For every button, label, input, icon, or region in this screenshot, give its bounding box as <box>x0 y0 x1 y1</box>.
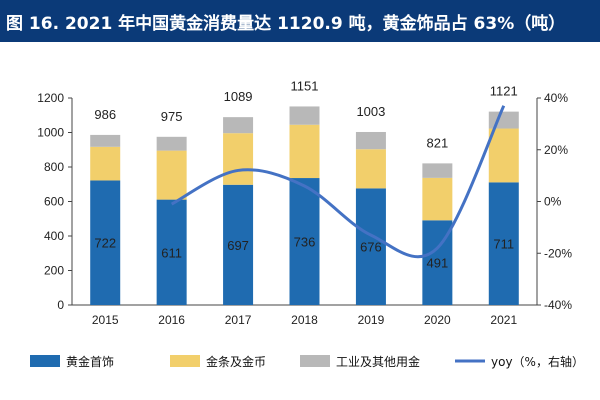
bar-segment <box>289 124 320 179</box>
y2-tick-label: 20% <box>544 143 568 157</box>
bar-segment <box>355 131 386 150</box>
bar-value-label: 711 <box>493 237 514 252</box>
yoy-line <box>170 105 506 259</box>
bar-segment <box>355 188 386 305</box>
legend-label: yoy（%，右轴） <box>491 354 584 369</box>
x-tick-label: 2017 <box>225 313 252 327</box>
bar-segment <box>156 199 187 305</box>
y2-tick-label: 40% <box>544 91 568 105</box>
bar-segment <box>422 177 453 221</box>
bar-total-label: 1121 <box>490 84 518 99</box>
y-tick-label: 600 <box>44 195 64 209</box>
bar-value-label: 722 <box>94 236 116 251</box>
bar-segment <box>90 180 121 305</box>
bar-value-label: 611 <box>161 245 182 260</box>
legend-swatch <box>30 355 60 367</box>
chart-title: 图 16. 2021 年中国黄金消费量达 1120.9 吨，黄金饰品占 63%（… <box>0 0 600 42</box>
bar-segment <box>422 163 453 178</box>
y-tick-label: 1000 <box>37 126 64 140</box>
bar-segment <box>488 128 519 183</box>
bar-total-label: 986 <box>94 107 116 122</box>
x-tick-label: 2020 <box>424 313 451 327</box>
bar-value-label: 697 <box>227 238 249 253</box>
y2-tick-label: 0% <box>544 195 562 209</box>
legend-swatch <box>170 355 200 367</box>
y-tick-label: 0 <box>57 298 64 312</box>
x-tick-label: 2019 <box>358 313 385 327</box>
bar-segment <box>223 184 254 305</box>
y2-tick-label: -20% <box>544 246 572 260</box>
bar-segment <box>90 134 121 147</box>
x-tick-label: 2016 <box>158 313 185 327</box>
legend-label: 工业及其他用金 <box>336 354 420 369</box>
bar-segment <box>488 111 519 129</box>
bar-segment <box>223 117 254 134</box>
y2-tick-label: -40% <box>544 298 572 312</box>
bar-segment <box>289 106 320 125</box>
bar-total-label: 975 <box>161 109 183 124</box>
bar-segment <box>156 136 187 151</box>
x-tick-label: 2021 <box>490 313 517 327</box>
y-tick-label: 400 <box>44 229 64 243</box>
y-tick-label: 800 <box>44 160 64 174</box>
x-tick-label: 2018 <box>291 313 318 327</box>
legend-label: 黄金首饰 <box>66 354 114 369</box>
y-tick-label: 1200 <box>37 91 64 105</box>
bar-total-label: 1151 <box>291 78 319 93</box>
bar-segment <box>156 150 187 200</box>
bar-value-label: 736 <box>294 235 316 250</box>
bar-segment <box>488 182 519 305</box>
bar-segment <box>90 146 121 181</box>
x-tick-label: 2015 <box>92 313 119 327</box>
bar-total-label: 1003 <box>356 104 385 119</box>
legend-label: 金条及金币 <box>206 354 266 369</box>
legend-swatch <box>300 355 330 367</box>
bar-segment <box>289 178 320 305</box>
bar-total-label: 821 <box>427 135 449 150</box>
bar-value-label: 676 <box>360 240 382 255</box>
bar-total-label: 1089 <box>224 89 253 104</box>
bar-segment <box>355 149 386 189</box>
y-tick-label: 200 <box>44 264 64 278</box>
bar-segment <box>223 133 254 185</box>
bar-value-label: 491 <box>427 256 449 271</box>
